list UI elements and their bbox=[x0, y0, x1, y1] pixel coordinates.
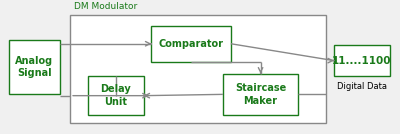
FancyBboxPatch shape bbox=[334, 45, 390, 76]
FancyBboxPatch shape bbox=[223, 74, 298, 115]
FancyBboxPatch shape bbox=[9, 40, 60, 94]
Text: Delay
Unit: Delay Unit bbox=[100, 84, 131, 107]
FancyBboxPatch shape bbox=[152, 26, 231, 62]
Text: 11....1100: 11....1100 bbox=[332, 56, 392, 66]
FancyBboxPatch shape bbox=[70, 15, 326, 123]
Text: DM Modulator: DM Modulator bbox=[74, 2, 137, 11]
Text: Digital Data: Digital Data bbox=[337, 82, 387, 91]
Text: Staircase
Maker: Staircase Maker bbox=[235, 83, 286, 106]
Text: Comparator: Comparator bbox=[159, 39, 224, 49]
FancyBboxPatch shape bbox=[88, 76, 144, 115]
Text: Analog
Signal: Analog Signal bbox=[15, 56, 54, 78]
